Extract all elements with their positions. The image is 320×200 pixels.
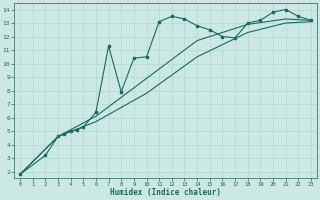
X-axis label: Humidex (Indice chaleur): Humidex (Indice chaleur) [110, 188, 221, 197]
